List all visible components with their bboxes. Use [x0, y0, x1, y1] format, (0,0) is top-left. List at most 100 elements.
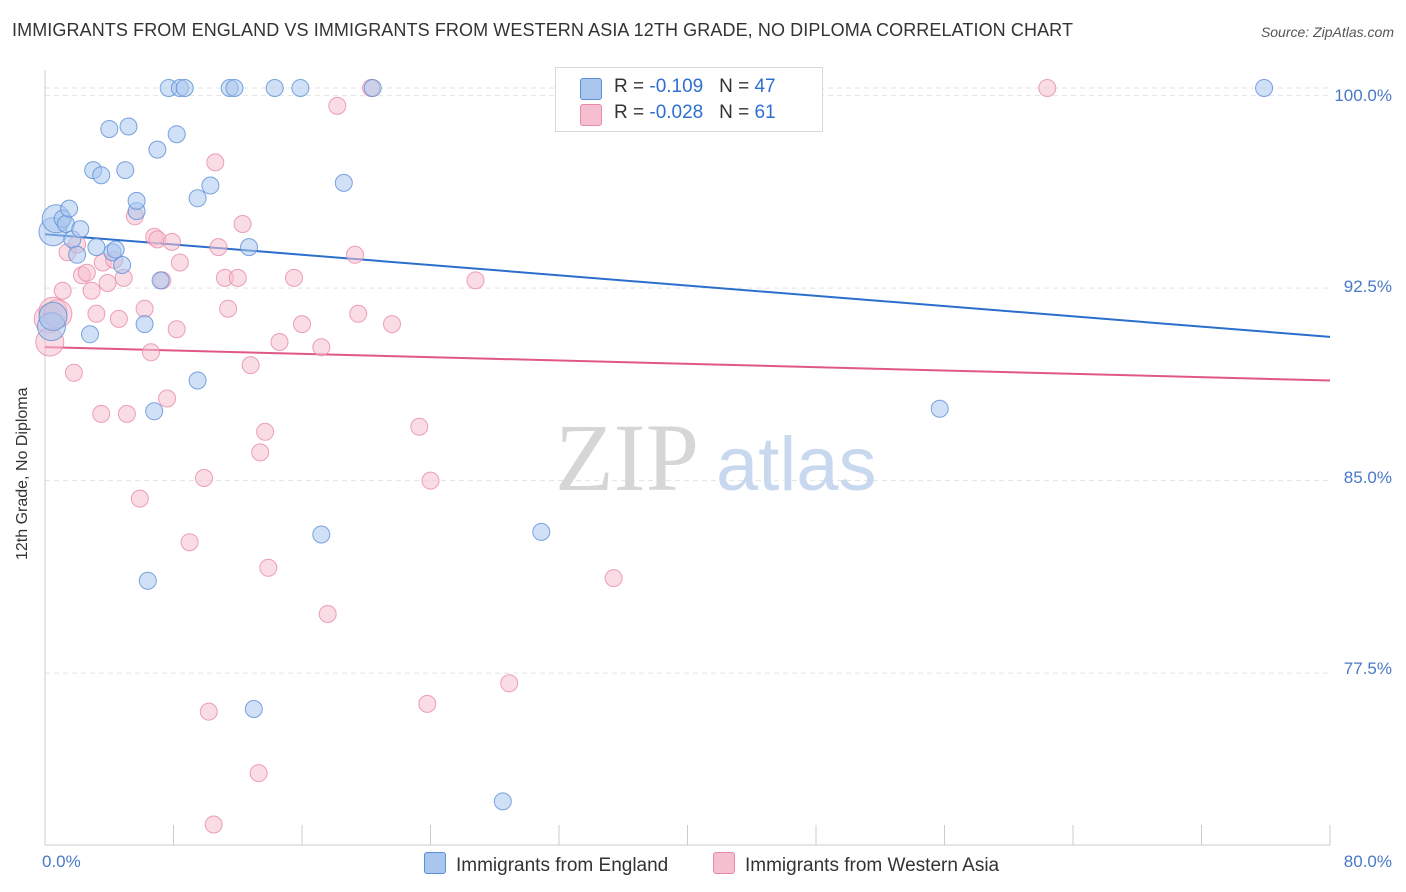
n-value: 61 [754, 102, 776, 123]
r-value: -0.028 [649, 102, 704, 123]
england-point [363, 79, 382, 97]
y-tick-label: 92.5% [1343, 277, 1392, 296]
watermark: ZIP atlas [555, 404, 877, 511]
data-points [33, 79, 1274, 834]
england-point [38, 301, 68, 331]
england-point [188, 371, 207, 390]
england-point [167, 125, 186, 144]
western-asia-point [180, 533, 199, 552]
legend-item-england[interactable]: Immigrants from England [424, 852, 668, 877]
western-asia-point [259, 558, 278, 577]
england-point [151, 271, 170, 290]
western-asia-point [1038, 79, 1057, 97]
western-asia-point [285, 268, 303, 287]
england-point [148, 140, 167, 159]
y-tick-label: 85.0% [1343, 468, 1392, 487]
western-asia-point [195, 469, 213, 487]
western-asia-point [466, 271, 485, 290]
western-asia-point [270, 333, 289, 351]
western-asia-point [251, 443, 270, 462]
western-asia-point [209, 238, 228, 257]
western-asia-point [418, 694, 437, 713]
england-point [106, 240, 125, 259]
western-asia-point [318, 605, 337, 623]
source-label: Source: ZipAtlas.com [1260, 24, 1394, 40]
axes [44, 70, 1331, 846]
england-point [265, 79, 284, 97]
watermark-zip: ZIP [555, 404, 699, 511]
western-asia-point [204, 815, 223, 834]
england-point [175, 79, 194, 97]
correlation-legend: R = -0.109 N = 47 R = -0.028 N = 61 [555, 67, 823, 132]
western-asia-point [167, 320, 186, 339]
western-asia-point [228, 268, 247, 287]
x-tick-label: 80.0% [1343, 852, 1392, 871]
legend-item-western-asia[interactable]: Immigrants from Western Asia [713, 852, 999, 877]
western-asia-point [199, 702, 218, 721]
england-swatch [580, 78, 602, 100]
england-point [68, 245, 87, 264]
western-asia-point [135, 299, 154, 318]
western-asia-point [293, 315, 311, 334]
england-point [127, 191, 146, 210]
england-point [334, 173, 353, 192]
legend-label: Immigrants from Western Asia [745, 855, 1000, 876]
england-point [92, 166, 111, 185]
western-asia-point [130, 489, 149, 508]
western-asia-point [383, 315, 401, 334]
england-point [87, 238, 106, 257]
western-asia-point [421, 471, 440, 490]
y-tick-label: 100.0% [1334, 86, 1392, 105]
western-asia-point [87, 304, 106, 323]
england-point [225, 79, 244, 97]
england-point [244, 700, 263, 718]
england-trend-line [44, 233, 1331, 338]
western-asia-point [82, 281, 101, 300]
england-point [312, 525, 331, 544]
western-asia-point [170, 253, 189, 272]
y-axis-label: 12th Grade, No Diploma [14, 387, 31, 560]
western-asia-point [64, 363, 83, 382]
england-point [119, 117, 138, 136]
england-point [532, 522, 551, 541]
england-point [113, 256, 132, 274]
western-asia-point [53, 281, 72, 300]
grid-lines [45, 87, 1330, 674]
western-asia-point [92, 404, 111, 423]
western-asia-point [346, 245, 364, 264]
n-label: N = [719, 102, 755, 123]
england-point [201, 176, 220, 195]
western-asia-point [604, 569, 623, 588]
western-asia-point [410, 417, 429, 436]
n-label: N = [719, 76, 755, 97]
western-asia-point [77, 263, 96, 282]
western-asia-point [233, 215, 252, 233]
western-asia-point [256, 422, 275, 441]
western-asia-trend-line [44, 346, 1331, 382]
england-point [116, 161, 135, 180]
western-asia-point [206, 153, 225, 172]
england-point [240, 238, 258, 257]
western-asia-point [241, 356, 260, 375]
western-asia-point [500, 674, 519, 693]
western-asia-point [312, 338, 331, 357]
england-point [1255, 79, 1274, 97]
western-asia-point [349, 304, 368, 323]
western-asia-point [142, 343, 160, 362]
legend-label: Immigrants from England [456, 855, 669, 876]
england-point [100, 120, 119, 138]
western-asia-point [249, 764, 268, 783]
watermark-atlas: atlas [716, 422, 877, 507]
western-asia-point [158, 389, 177, 408]
r-label: R = [614, 76, 650, 97]
x-tick-label: 0.0% [42, 852, 81, 871]
england-point [60, 199, 79, 218]
western-asia-point [98, 274, 117, 292]
trend-lines [44, 233, 1331, 382]
western-asia-point [162, 232, 181, 251]
n-value: 47 [754, 76, 776, 97]
western-asia-point [219, 299, 238, 318]
r-value: -0.109 [649, 76, 704, 97]
western-asia-point [328, 96, 347, 115]
